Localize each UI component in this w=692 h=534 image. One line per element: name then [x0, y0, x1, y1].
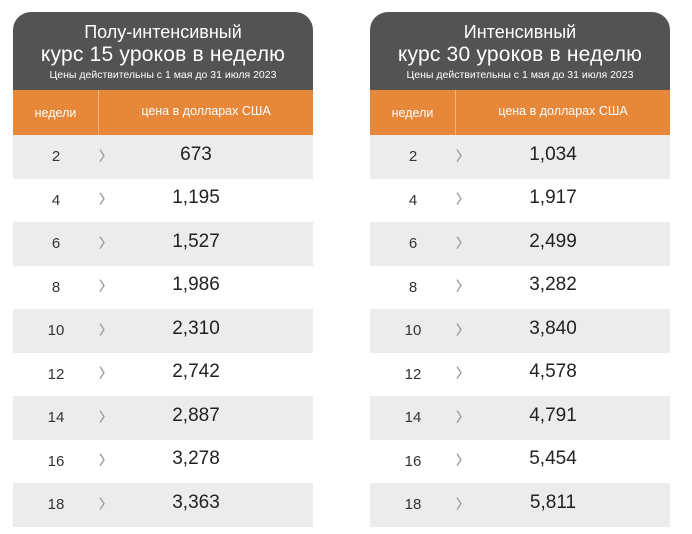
- table-row: 10 2,310: [13, 309, 313, 353]
- course-subtitle: курс 30 уроков в неделю: [397, 43, 643, 66]
- weeks-cell: 18: [404, 496, 422, 514]
- price-cell: 1,195: [172, 187, 220, 209]
- price-cell: 2,887: [172, 404, 220, 426]
- weeks-cell: 6: [51, 235, 61, 253]
- price-cell: 1,527: [172, 230, 220, 252]
- chevron-right-icon: [456, 409, 462, 423]
- price-cell: 2,499: [529, 230, 577, 252]
- card-header: Интенсивный курс 30 уроков в неделю Цены…: [370, 12, 670, 90]
- price-cell: 673: [180, 143, 212, 165]
- weeks-cell: 16: [47, 452, 65, 470]
- weeks-cell: 4: [51, 191, 61, 209]
- column-header-price: цена в долларах США: [498, 103, 628, 118]
- weeks-cell: 10: [404, 322, 422, 340]
- table-row: 6 2,499: [370, 222, 670, 266]
- price-table-intensive: Интенсивный курс 30 уроков в неделю Цены…: [370, 12, 670, 527]
- price-cell: 2,742: [172, 361, 220, 383]
- price-cell: 1,986: [172, 274, 220, 296]
- weeks-cell: 14: [404, 409, 422, 427]
- chevron-right-icon: [456, 235, 462, 249]
- table-row: 18 5,811: [370, 483, 670, 527]
- weeks-cell: 18: [47, 496, 65, 514]
- price-cell: 4,578: [529, 361, 577, 383]
- table-row: 8 1,986: [13, 265, 313, 309]
- weeks-cell: 6: [408, 235, 418, 253]
- chevron-right-icon: [99, 235, 105, 249]
- weeks-cell: 2: [51, 148, 61, 166]
- weeks-cell: 8: [408, 278, 418, 296]
- price-validity-note: Цены действительны с 1 мая до 31 июля 20…: [406, 69, 634, 81]
- card-header: Полу-интенсивный курс 15 уроков в неделю…: [13, 12, 313, 90]
- table-row: 6 1,527: [13, 222, 313, 266]
- price-cell: 3,840: [529, 317, 577, 339]
- chevron-right-icon: [456, 322, 462, 336]
- table-row: 18 3,363: [13, 483, 313, 527]
- chevron-right-icon: [99, 148, 105, 162]
- price-cell: 5,811: [529, 491, 577, 513]
- price-rows: 2 673 4 1,195 6 1,527 8 1,986 10 2,310 12 2,742 14 2,…: [13, 135, 313, 527]
- column-header-row: недели цена в долларах США: [370, 90, 670, 135]
- column-header-price: цена в долларах США: [141, 103, 271, 118]
- chevron-right-icon: [99, 192, 105, 206]
- price-rows: 2 1,034 4 1,917 6 2,499 8 3,282 10 3,840 12 4,578 14…: [370, 135, 670, 527]
- price-validity-note: Цены действительны с 1 мая до 31 июля 20…: [49, 69, 277, 81]
- table-row: 4 1,917: [370, 178, 670, 222]
- price-cell: 1,034: [529, 143, 577, 165]
- price-cell: 3,282: [529, 274, 577, 296]
- table-row: 14 4,791: [370, 396, 670, 440]
- weeks-cell: 14: [47, 409, 65, 427]
- chevron-right-icon: [456, 366, 462, 380]
- price-cell: 4,791: [529, 404, 577, 426]
- table-row: 16 5,454: [370, 439, 670, 483]
- weeks-cell: 2: [408, 148, 418, 166]
- chevron-right-icon: [99, 366, 105, 380]
- table-row: 2 673: [13, 135, 313, 179]
- table-row: 4 1,195: [13, 178, 313, 222]
- chevron-right-icon: [99, 279, 105, 293]
- course-title: Интенсивный: [463, 22, 577, 42]
- price-cell: 2,310: [172, 317, 220, 339]
- weeks-cell: 8: [51, 278, 61, 296]
- column-header-weeks: недели: [370, 90, 456, 135]
- course-title: Полу-интенсивный: [84, 22, 242, 42]
- course-subtitle: курс 15 уроков в неделю: [40, 43, 286, 66]
- table-row: 14 2,887: [13, 396, 313, 440]
- table-row: 16 3,278: [13, 439, 313, 483]
- table-row: 2 1,034: [370, 135, 670, 179]
- weeks-cell: 12: [404, 365, 422, 383]
- chevron-right-icon: [99, 409, 105, 423]
- price-cell: 3,278: [172, 448, 220, 470]
- price-table-semi-intensive: Полу-интенсивный курс 15 уроков в неделю…: [13, 12, 313, 527]
- weeks-cell: 10: [47, 322, 65, 340]
- column-header-weeks: недели: [13, 90, 99, 135]
- chevron-right-icon: [99, 453, 105, 467]
- table-row: 10 3,840: [370, 309, 670, 353]
- weeks-cell: 16: [404, 452, 422, 470]
- weeks-cell: 4: [408, 191, 418, 209]
- price-cell: 1,917: [529, 187, 577, 209]
- chevron-right-icon: [456, 496, 462, 510]
- chevron-right-icon: [99, 496, 105, 510]
- table-row: 12 4,578: [370, 352, 670, 396]
- chevron-right-icon: [456, 453, 462, 467]
- chevron-right-icon: [99, 322, 105, 336]
- chevron-right-icon: [456, 192, 462, 206]
- table-row: 8 3,282: [370, 265, 670, 309]
- chevron-right-icon: [456, 148, 462, 162]
- price-cell: 3,363: [172, 491, 220, 513]
- chevron-right-icon: [456, 279, 462, 293]
- table-row: 12 2,742: [13, 352, 313, 396]
- weeks-cell: 12: [47, 365, 65, 383]
- column-header-row: недели цена в долларах США: [13, 90, 313, 135]
- price-cell: 5,454: [529, 448, 577, 470]
